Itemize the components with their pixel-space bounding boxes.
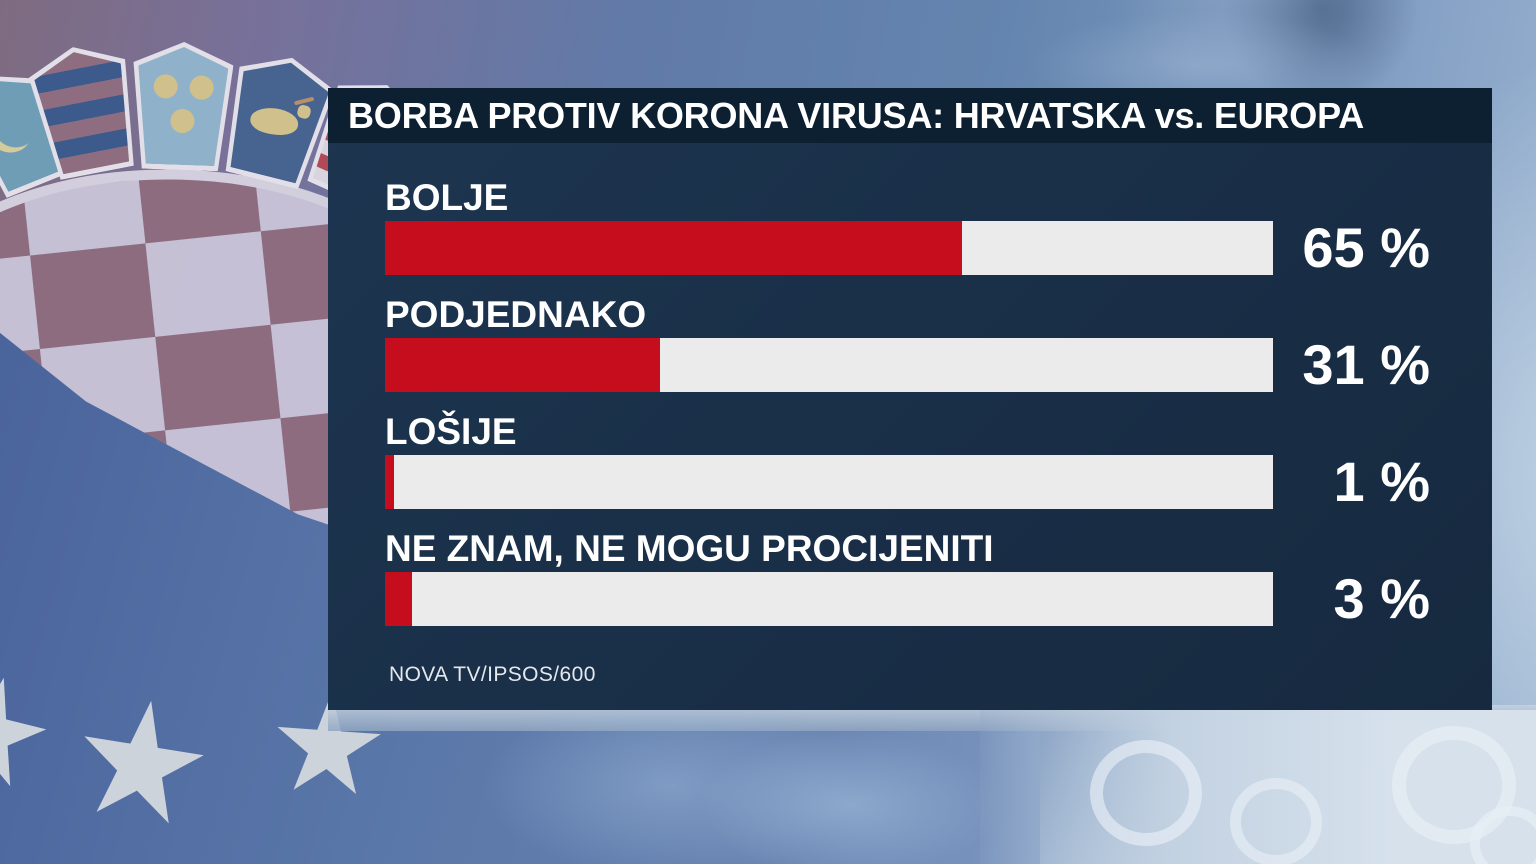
bar-label-bolje: BOLJE	[385, 177, 509, 218]
bar-fill	[385, 455, 394, 509]
bar-value: 31 %	[1302, 333, 1430, 396]
bar-fill	[385, 338, 661, 392]
chart-title: BORBA PROTIV KORONA VIRUSA: HRVATSKA vs.…	[328, 88, 1492, 143]
poll-panel: BORBA PROTIV KORONA VIRUSA: HRVATSKA vs.…	[328, 88, 1492, 710]
bar-label-losije: LOŠIJE	[385, 411, 517, 452]
lion-head-icon	[189, 75, 214, 100]
bar-value: 65 %	[1302, 216, 1430, 279]
virus-haze	[700, 730, 1000, 864]
lion-head-icon	[170, 109, 195, 134]
bar-track	[385, 221, 1273, 275]
crescent-icon	[0, 102, 39, 159]
bar-track	[385, 338, 1273, 392]
source-credit: NOVA TV/IPSOS/600	[389, 663, 596, 686]
goat-icon	[294, 97, 314, 106]
bar-track	[385, 455, 1273, 509]
virus-particle-icon	[1230, 778, 1322, 864]
virus-particle-icon	[1470, 806, 1536, 864]
bar-fill	[385, 572, 412, 626]
virus-particle-icon	[1090, 740, 1202, 846]
bar-track	[385, 572, 1273, 626]
bar-value: 1 %	[1333, 450, 1431, 513]
coat-shield-lion-heads	[130, 40, 234, 171]
bar-fill	[385, 221, 963, 275]
lion-head-icon	[153, 74, 178, 99]
bar-label-podjednako: PODJEDNAKO	[385, 294, 647, 335]
bar-value: 3 %	[1333, 567, 1431, 630]
bar-label-ne-znam: NE ZNAM, NE MOGU PROCIJENITI	[385, 528, 994, 569]
